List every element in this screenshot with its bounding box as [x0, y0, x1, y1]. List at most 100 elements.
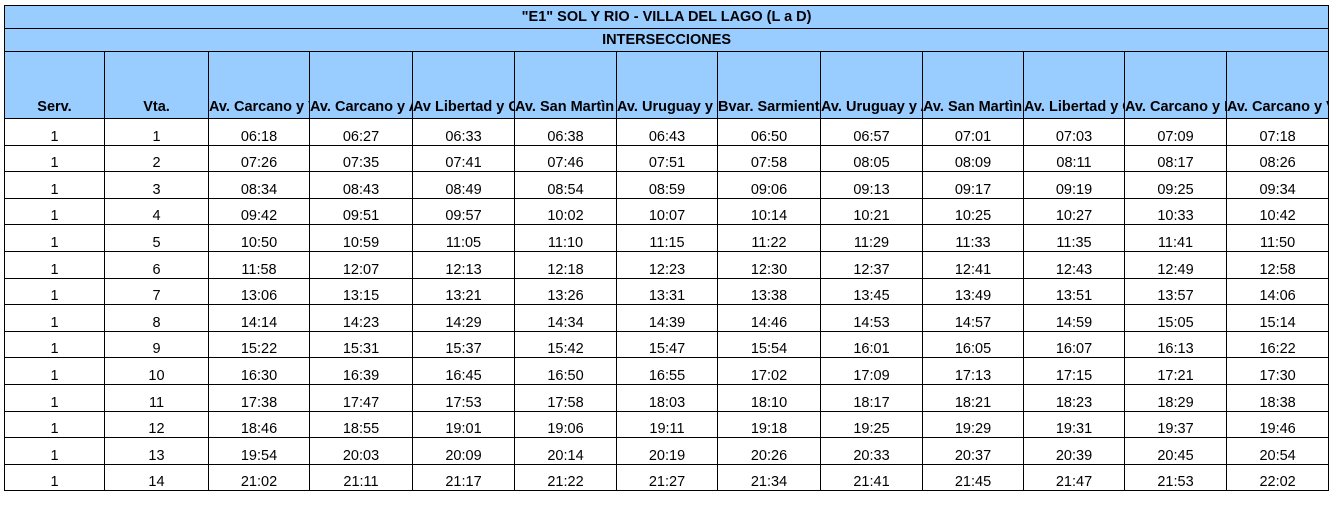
- time-cell: 07:35: [309, 144, 413, 173]
- time-cell: 16:30: [208, 357, 310, 385]
- time-cell: 08:59: [616, 171, 718, 199]
- trip-cell: 1: [104, 118, 209, 146]
- time-cell: 09:42: [208, 197, 310, 226]
- time-cell: 15:14: [1225, 304, 1330, 332]
- time-cell: 19:37: [1124, 410, 1227, 439]
- time-cell: 06:38: [514, 118, 617, 146]
- time-cell: 09:06: [717, 171, 821, 199]
- time-cell: 18:21: [922, 383, 1024, 412]
- table-row: 1 9 15:22 15:31 15:37 15:42 15:47 15:54 16:01 16:…: [4, 330, 1330, 359]
- table-row: 1 13 19:54 20:03 20:09 20:14 20:19 20:26 20:33 20…: [4, 437, 1330, 465]
- time-cell: 13:26: [514, 277, 617, 306]
- time-cell: 11:05: [412, 224, 515, 252]
- column-header: Vta.: [104, 51, 209, 119]
- time-cell: 12:58: [1225, 250, 1330, 279]
- time-cell: 11:50: [1225, 224, 1330, 252]
- service-cell: 1: [4, 383, 105, 412]
- time-cell: 22:02: [1225, 463, 1330, 492]
- time-cell: 18:29: [1124, 383, 1227, 412]
- time-cell: 16:39: [309, 357, 413, 385]
- time-cell: 20:54: [1225, 437, 1330, 465]
- service-cell: 1: [4, 277, 105, 306]
- time-cell: 17:13: [922, 357, 1024, 385]
- schedule-table: "E1" SOL Y RIO - VILLA DEL LAGO (L a D) …: [3, 5, 1330, 492]
- time-cell: 21:41: [820, 463, 923, 492]
- time-cell: 16:05: [922, 330, 1024, 359]
- column-header: Av. Carcano y Brazil: [1124, 51, 1227, 119]
- time-cell: 16:50: [514, 357, 617, 385]
- trip-cell: 11: [104, 383, 209, 412]
- table-row: 1 14 21:02 21:11 21:17 21:22 21:27 21:34 21:41 21…: [4, 463, 1330, 492]
- trip-cell: 14: [104, 463, 209, 492]
- table-row: 1 11 17:38 17:47 17:53 17:58 18:03 18:10 18:17 18…: [4, 383, 1330, 412]
- time-cell: 07:26: [208, 144, 310, 173]
- service-cell: 1: [4, 437, 105, 465]
- trip-cell: 10: [104, 357, 209, 385]
- time-cell: 11:15: [616, 224, 718, 252]
- time-cell: 09:57: [412, 197, 515, 226]
- time-cell: 19:25: [820, 410, 923, 439]
- table-row: 1 3 08:34 08:43 08:49 08:54 08:59 09:06 09:13 09:…: [4, 171, 1330, 199]
- table-row: 1 2 07:26 07:35 07:41 07:46 07:51 07:58 08:05 08:…: [4, 144, 1330, 173]
- time-cell: 07:58: [717, 144, 821, 173]
- column-header: Av. Carcano y Atenas: [309, 51, 413, 119]
- column-header: Av. San Martìn y Florida: [922, 51, 1024, 119]
- column-header: Av. Uruguay y Amaghino: [616, 51, 718, 119]
- time-cell: 21:34: [717, 463, 821, 492]
- table-body: 1 1 06:18 06:27 06:33 06:38 06:43 06:50 06:57 07:…: [4, 118, 1330, 492]
- column-header: Av. Carcano y Victorica: [208, 51, 310, 119]
- time-cell: 18:10: [717, 383, 821, 412]
- time-cell: 15:22: [208, 330, 310, 359]
- time-cell: 11:58: [208, 250, 310, 279]
- trip-cell: 7: [104, 277, 209, 306]
- column-header: Av. San Martìn y Maipù: [514, 51, 617, 119]
- time-cell: 07:03: [1023, 118, 1125, 146]
- time-cell: 09:19: [1023, 171, 1125, 199]
- time-cell: 20:45: [1124, 437, 1227, 465]
- time-cell: 13:51: [1023, 277, 1125, 306]
- time-cell: 15:47: [616, 330, 718, 359]
- trip-cell: 9: [104, 330, 209, 359]
- time-cell: 10:33: [1124, 197, 1227, 226]
- time-cell: 20:33: [820, 437, 923, 465]
- time-cell: 15:05: [1124, 304, 1227, 332]
- time-cell: 10:50: [208, 224, 310, 252]
- time-cell: 06:33: [412, 118, 515, 146]
- time-cell: 13:57: [1124, 277, 1227, 306]
- time-cell: 18:23: [1023, 383, 1125, 412]
- time-cell: 13:06: [208, 277, 310, 306]
- time-cell: 08:26: [1225, 144, 1330, 173]
- time-cell: 18:38: [1225, 383, 1330, 412]
- time-cell: 19:01: [412, 410, 515, 439]
- time-cell: 20:19: [616, 437, 718, 465]
- time-cell: 17:38: [208, 383, 310, 412]
- time-cell: 10:02: [514, 197, 617, 226]
- column-header: Av. Libertad y Gral. Paz: [1023, 51, 1125, 119]
- time-cell: 16:13: [1124, 330, 1227, 359]
- time-cell: 06:43: [616, 118, 718, 146]
- table-row: 1 12 18:46 18:55 19:01 19:06 19:11 19:18 19:25 19…: [4, 410, 1330, 439]
- time-cell: 21:02: [208, 463, 310, 492]
- time-cell: 14:23: [309, 304, 413, 332]
- time-cell: 14:06: [1225, 277, 1330, 306]
- time-cell: 15:42: [514, 330, 617, 359]
- time-cell: 10:27: [1023, 197, 1125, 226]
- service-cell: 1: [4, 171, 105, 199]
- time-cell: 20:26: [717, 437, 821, 465]
- trip-cell: 2: [104, 144, 209, 173]
- time-cell: 19:46: [1225, 410, 1330, 439]
- time-cell: 15:31: [309, 330, 413, 359]
- time-cell: 13:21: [412, 277, 515, 306]
- time-cell: 17:21: [1124, 357, 1227, 385]
- time-cell: 21:53: [1124, 463, 1227, 492]
- time-cell: 17:09: [820, 357, 923, 385]
- time-cell: 11:29: [820, 224, 923, 252]
- column-header: Bvar. Sarmiento y Scarlatti: [717, 51, 821, 119]
- time-cell: 13:45: [820, 277, 923, 306]
- time-cell: 12:49: [1124, 250, 1227, 279]
- time-cell: 10:14: [717, 197, 821, 226]
- time-cell: 16:55: [616, 357, 718, 385]
- time-cell: 19:29: [922, 410, 1024, 439]
- time-cell: 17:30: [1225, 357, 1330, 385]
- time-cell: 06:57: [820, 118, 923, 146]
